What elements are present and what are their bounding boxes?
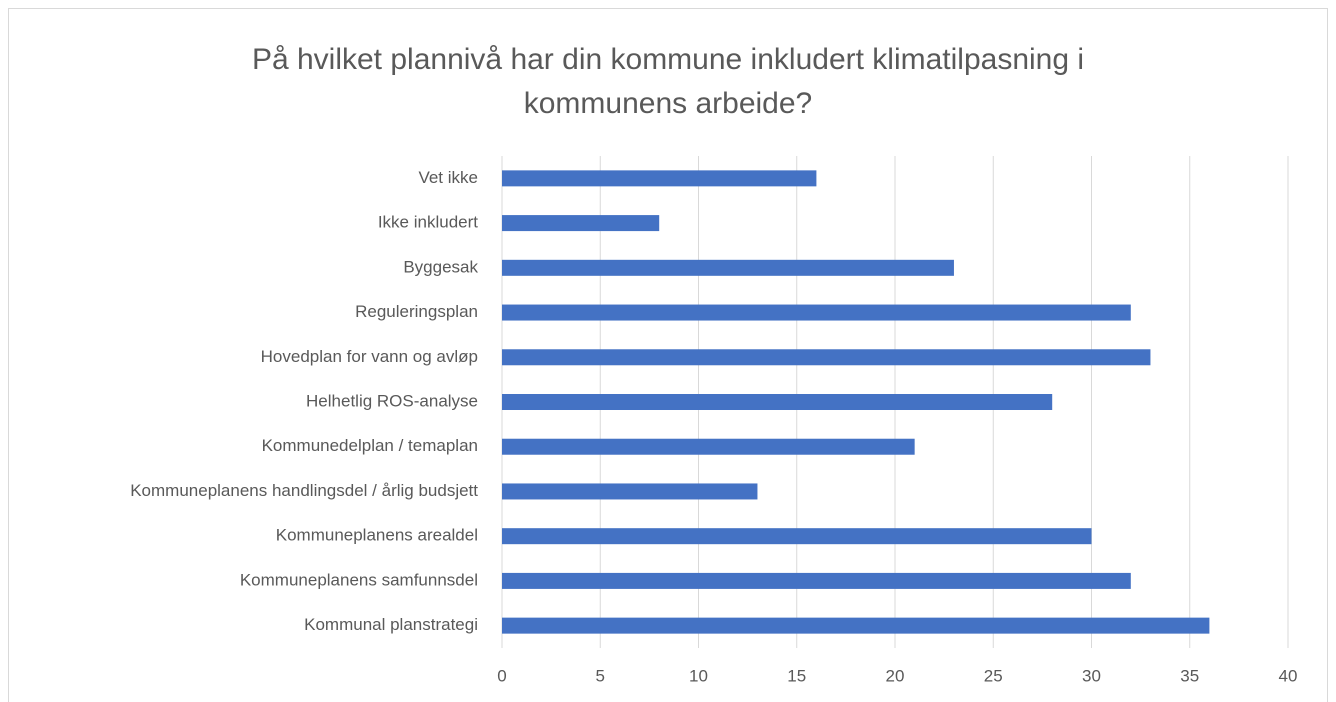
bar (502, 528, 1092, 545)
bar (502, 349, 1151, 366)
x-tick-label: 10 (689, 666, 708, 685)
y-tick-label: Kommunal planstrategi (304, 615, 478, 634)
y-tick-label: Kommuneplanens arealdel (276, 526, 478, 545)
x-tick-label: 30 (1082, 666, 1101, 685)
bar (502, 304, 1131, 321)
x-tick-label: 5 (596, 666, 605, 685)
bar (502, 438, 915, 455)
y-tick-label: Hovedplan for vann og avløp (261, 347, 478, 366)
x-tick-label: 40 (1279, 666, 1298, 685)
y-tick-label: Reguleringsplan (355, 302, 478, 321)
x-tick-label: 0 (497, 666, 506, 685)
x-tick-label: 25 (984, 666, 1003, 685)
y-tick-label: Byggesak (403, 257, 478, 276)
bar (502, 259, 954, 276)
y-tick-label: Helhetlig ROS-analyse (306, 391, 478, 410)
y-tick-label: Ikke inkludert (378, 213, 478, 232)
y-tick-label: Kommuneplanens samfunnsdel (240, 570, 478, 589)
bar (502, 170, 817, 187)
x-tick-label: 35 (1180, 666, 1199, 685)
y-tick-label: Vet ikke (418, 168, 478, 187)
x-tick-label: 15 (787, 666, 806, 685)
y-tick-label: Kommunedelplan / temaplan (262, 436, 478, 455)
bar (502, 215, 660, 232)
y-tick-label: Kommuneplanens handlingsdel / årlig buds… (130, 481, 478, 500)
bar (502, 483, 758, 500)
bar (502, 617, 1210, 634)
x-tick-label: 20 (886, 666, 905, 685)
bar (502, 394, 1053, 410)
chart-title: På hvilket plannivå har din kommune inkl… (251, 43, 1085, 120)
bar (502, 572, 1131, 589)
